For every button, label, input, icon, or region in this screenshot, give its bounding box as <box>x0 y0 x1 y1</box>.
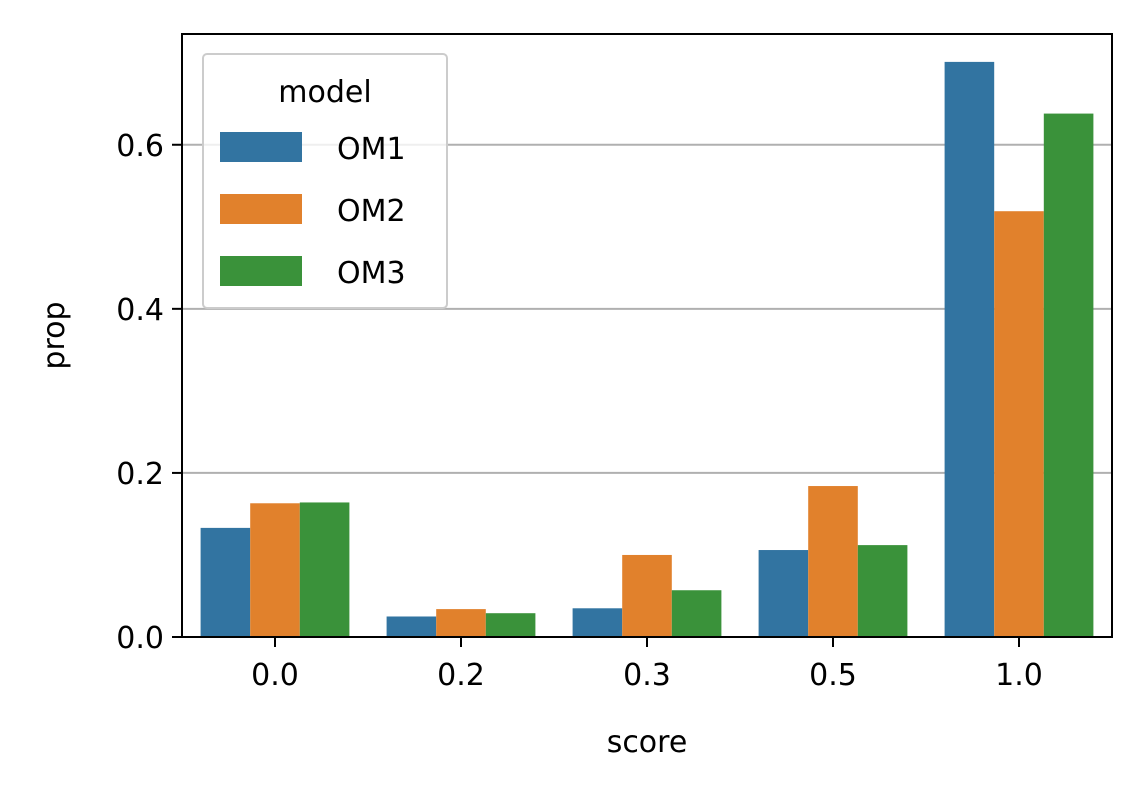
legend: model OM1 OM2 OM3 <box>202 53 448 309</box>
bar-om3-0-3 <box>671 590 722 637</box>
bar-om1-0-0 <box>200 527 251 637</box>
legend-swatch-om2 <box>220 194 302 224</box>
bar-om3-0-2 <box>485 613 536 637</box>
x-tick-label: 0.0 <box>251 658 299 693</box>
legend-label-om1: OM1 <box>337 132 406 167</box>
bar-om1-0-5 <box>758 550 809 637</box>
y-axis-label: prop <box>37 301 72 369</box>
y-tick-label: 0.4 <box>116 293 164 328</box>
bar-om3-0-5 <box>857 545 908 637</box>
legend-label-om2: OM2 <box>337 194 406 229</box>
x-axis-ticks: 0.0 0.2 0.3 0.5 1.0 <box>251 637 1043 693</box>
x-tick-label: 1.0 <box>995 658 1043 693</box>
legend-title: model <box>278 75 371 110</box>
bar-om2-0-3 <box>622 554 672 637</box>
bar-om2-0-2 <box>436 609 486 637</box>
x-axis-label: score <box>607 725 688 760</box>
y-tick-label: 0.0 <box>116 621 164 656</box>
bar-om1-0-2 <box>386 616 437 637</box>
bar-om3-0-0 <box>299 502 350 637</box>
x-tick-label: 0.5 <box>809 658 857 693</box>
legend-label-om3: OM3 <box>337 256 406 291</box>
bar-om2-1-0 <box>994 211 1044 637</box>
legend-swatch-om3 <box>220 256 302 286</box>
y-tick-label: 0.2 <box>116 457 164 492</box>
legend-swatch-om1 <box>220 132 302 162</box>
y-tick-label: 0.6 <box>116 129 164 164</box>
legend-items: OM1 OM2 OM3 <box>220 132 406 291</box>
legend-box <box>202 53 448 309</box>
bar-om1-0-3 <box>572 608 623 637</box>
bar-om3-1-0 <box>1043 113 1094 637</box>
x-tick-label: 0.3 <box>623 658 671 693</box>
y-axis-ticks: 0.0 0.2 0.4 0.6 <box>116 129 182 656</box>
x-tick-label: 0.2 <box>437 658 485 693</box>
bar-om1-1-0 <box>944 61 995 638</box>
bar-om2-0-5 <box>808 486 858 637</box>
bars <box>200 61 1094 638</box>
bar-om2-0-0 <box>250 503 300 637</box>
